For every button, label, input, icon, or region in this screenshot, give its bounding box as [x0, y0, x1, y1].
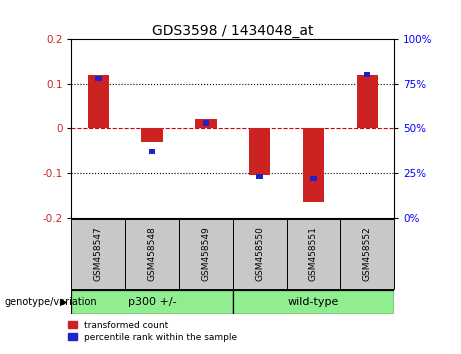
Text: p300 +/-: p300 +/-: [128, 297, 177, 307]
Legend: transformed count, percentile rank within the sample: transformed count, percentile rank withi…: [65, 317, 241, 345]
Bar: [249, 129, 271, 175]
FancyBboxPatch shape: [125, 219, 179, 289]
Text: GSM458548: GSM458548: [148, 227, 157, 281]
Bar: [256, 174, 263, 179]
Bar: [195, 119, 217, 129]
Text: ▶: ▶: [60, 297, 67, 307]
Bar: [356, 75, 378, 129]
Bar: [95, 76, 101, 81]
Bar: [310, 176, 317, 181]
Text: GSM458551: GSM458551: [309, 227, 318, 281]
Bar: [303, 129, 324, 202]
Text: GSM458550: GSM458550: [255, 227, 264, 281]
Title: GDS3598 / 1434048_at: GDS3598 / 1434048_at: [152, 24, 313, 38]
FancyBboxPatch shape: [233, 219, 287, 289]
Text: wild-type: wild-type: [288, 297, 339, 307]
Text: GSM458552: GSM458552: [363, 227, 372, 281]
Text: genotype/variation: genotype/variation: [5, 297, 97, 307]
FancyBboxPatch shape: [179, 219, 233, 289]
FancyBboxPatch shape: [71, 290, 233, 314]
FancyBboxPatch shape: [71, 219, 125, 289]
Bar: [364, 72, 371, 78]
FancyBboxPatch shape: [233, 290, 394, 314]
Bar: [149, 149, 155, 154]
Text: GSM458547: GSM458547: [94, 227, 103, 281]
FancyBboxPatch shape: [340, 219, 394, 289]
Text: GSM458549: GSM458549: [201, 227, 210, 281]
Bar: [88, 75, 109, 129]
FancyBboxPatch shape: [287, 219, 340, 289]
Bar: [203, 120, 209, 126]
Bar: [142, 129, 163, 142]
